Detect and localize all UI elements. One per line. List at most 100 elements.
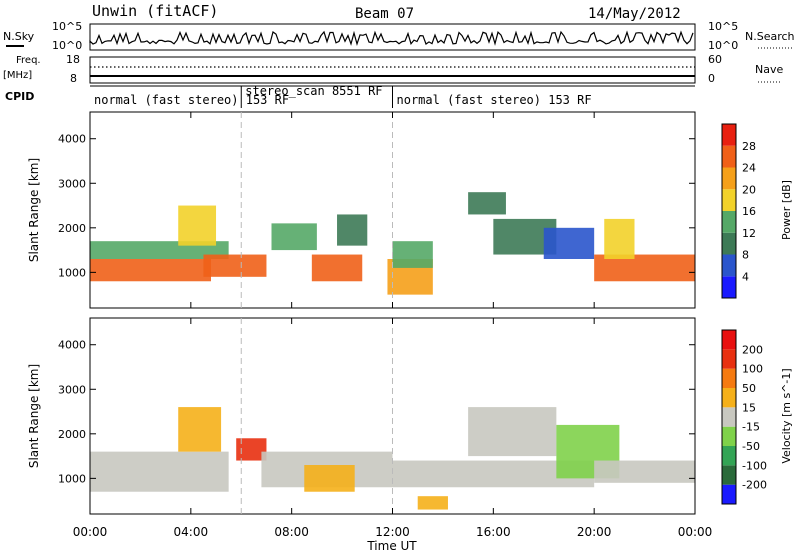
- colorbar-tick-label: -50: [742, 440, 760, 453]
- freq-label-unit: [MHz]: [3, 70, 32, 81]
- beam-label: Beam 07: [355, 6, 414, 22]
- colorbar-segment: [722, 446, 736, 466]
- x-tick-label: 00:00: [73, 525, 108, 539]
- power-y-label: Slant Range [km]: [27, 158, 41, 262]
- velocity-y-axis: 1000 2000 3000 4000: [58, 318, 695, 514]
- noise-sky-line: [89, 30, 694, 46]
- y-tick-label: 3000: [58, 383, 86, 396]
- freq-label-top: Freq.: [16, 55, 41, 66]
- velocity-data: [90, 407, 695, 510]
- colorbar-segment: [722, 276, 736, 298]
- power-colorbar: 4 8 12 16 20 24 28: [721, 123, 756, 299]
- colorbar-frame: [721, 123, 737, 299]
- x-tick-label: 00:00: [678, 525, 713, 539]
- colorbar-tick-label: 12: [742, 227, 756, 240]
- colorbar-segment: [722, 388, 736, 408]
- colorbar-tick-label: 16: [742, 205, 756, 218]
- echo-region-7: [337, 214, 368, 246]
- colorbar-tick-label: 15: [742, 401, 756, 414]
- echo-region-3: [178, 205, 217, 246]
- colorbar-tick-label: 28: [742, 140, 756, 153]
- colorbar-frame: [721, 329, 737, 505]
- power-data: [90, 192, 695, 295]
- colorbar-segment: [722, 145, 736, 168]
- noise-right-label: N.Search: [745, 30, 795, 43]
- echo-region-5: [271, 223, 317, 251]
- colorbar-tick-label: -15: [742, 421, 760, 434]
- freq-tick-low: 8: [70, 72, 77, 85]
- noise-left-tick-low: 10^0: [52, 39, 82, 52]
- echo-region-10: [468, 192, 506, 215]
- echo-region-6: [311, 254, 363, 282]
- cpid-mode-3: normal (fast stereo) 153 RF: [397, 93, 592, 107]
- colorbar-segment: [722, 189, 736, 211]
- x-tick-label: 12:00: [375, 525, 410, 539]
- freq-panel: Freq. [MHz] 18 8 60 0 Nave: [3, 53, 783, 85]
- nave-tick-high: 60: [708, 53, 722, 66]
- echo-region-8: [468, 407, 557, 457]
- colorbar-segment: [722, 349, 736, 369]
- echo-region-9: [392, 241, 433, 268]
- colorbar-tick-label: 24: [742, 162, 756, 175]
- y-tick-label: 3000: [58, 177, 86, 190]
- x-tick-label: 08:00: [274, 525, 309, 539]
- nave-label: Nave: [755, 63, 783, 76]
- y-tick-label: 4000: [58, 133, 86, 146]
- colorbar-segment: [722, 330, 736, 350]
- colorbar-segment: [722, 407, 736, 427]
- velocity-y-label: Slant Range [km]: [27, 364, 41, 468]
- echo-region-10: [594, 460, 695, 483]
- colorbar-tick-label: 4: [742, 270, 749, 283]
- velocity-colorbar: 200 100 50 15 -15 -50 -100 -200: [721, 329, 767, 505]
- echo-region-14: [604, 218, 635, 259]
- echo-region-3: [236, 438, 267, 461]
- colorbar-tick-label: 200: [742, 343, 763, 356]
- x-tick-label: 16:00: [476, 525, 511, 539]
- colorbar-segment: [722, 465, 736, 485]
- velocity-colorbar-label: Velocity [m s^-1]: [780, 368, 793, 463]
- cpid-label: CPID: [5, 90, 34, 103]
- echo-region-1: [90, 259, 211, 282]
- noise-left-tick-high: 10^5: [52, 20, 82, 33]
- echo-region-4: [203, 254, 267, 277]
- colorbar-segment: [722, 426, 736, 446]
- cpid-mode-1: normal (fast stereo) 153 RF: [94, 93, 289, 107]
- freq-panel-frame: [89, 56, 696, 84]
- date-label: 14/May/2012: [588, 6, 681, 22]
- y-tick-label: 1000: [58, 472, 86, 485]
- colorbar-tick-label: 20: [742, 183, 756, 196]
- echo-region-2: [178, 407, 222, 452]
- freq-tick-high: 18: [66, 53, 80, 66]
- x-axis-label: Time UT: [366, 539, 417, 553]
- echo-region-12: [543, 227, 595, 259]
- colorbar-tick-label: -200: [742, 479, 767, 492]
- colorbar-tick-label: 50: [742, 382, 756, 395]
- echo-region-7: [417, 496, 448, 510]
- colorbar-segment: [722, 167, 736, 190]
- colorbar-segment: [722, 254, 736, 277]
- noise-right-tick-low: 10^0: [708, 39, 738, 52]
- noise-right-tick-high: 10^5: [708, 20, 738, 33]
- velocity-panel: 1000 2000 3000 4000 Slant Range [km] 200 100…: [27, 317, 793, 515]
- colorbar-segment: [722, 484, 736, 504]
- noise-left-label: N.Sky: [3, 30, 35, 43]
- y-tick-label: 2000: [58, 428, 86, 441]
- site-title: Unwin (fitACF): [92, 2, 218, 20]
- colorbar-tick-label: 100: [742, 363, 763, 376]
- power-panel: 1000 2000 3000 4000 Slant Range [km] 4 8 12 16…: [27, 111, 793, 309]
- y-tick-label: 4000: [58, 339, 86, 352]
- noise-panel: N.Sky 10^5 10^0 10^5 10^0 N.Search: [3, 20, 795, 52]
- colorbar-tick-label: 8: [742, 249, 749, 262]
- nave-tick-low: 0: [708, 72, 715, 85]
- power-colorbar-label: Power [dB]: [780, 180, 793, 240]
- power-y-axis: 1000 2000 3000 4000: [58, 112, 695, 308]
- echo-region-5: [304, 465, 355, 492]
- colorbar-segment: [722, 232, 736, 255]
- y-tick-label: 2000: [58, 222, 86, 235]
- colorbar-segment: [722, 368, 736, 388]
- y-tick-label: 1000: [58, 266, 86, 279]
- colorbar-segment: [722, 211, 736, 233]
- x-tick-label: 20:00: [577, 525, 612, 539]
